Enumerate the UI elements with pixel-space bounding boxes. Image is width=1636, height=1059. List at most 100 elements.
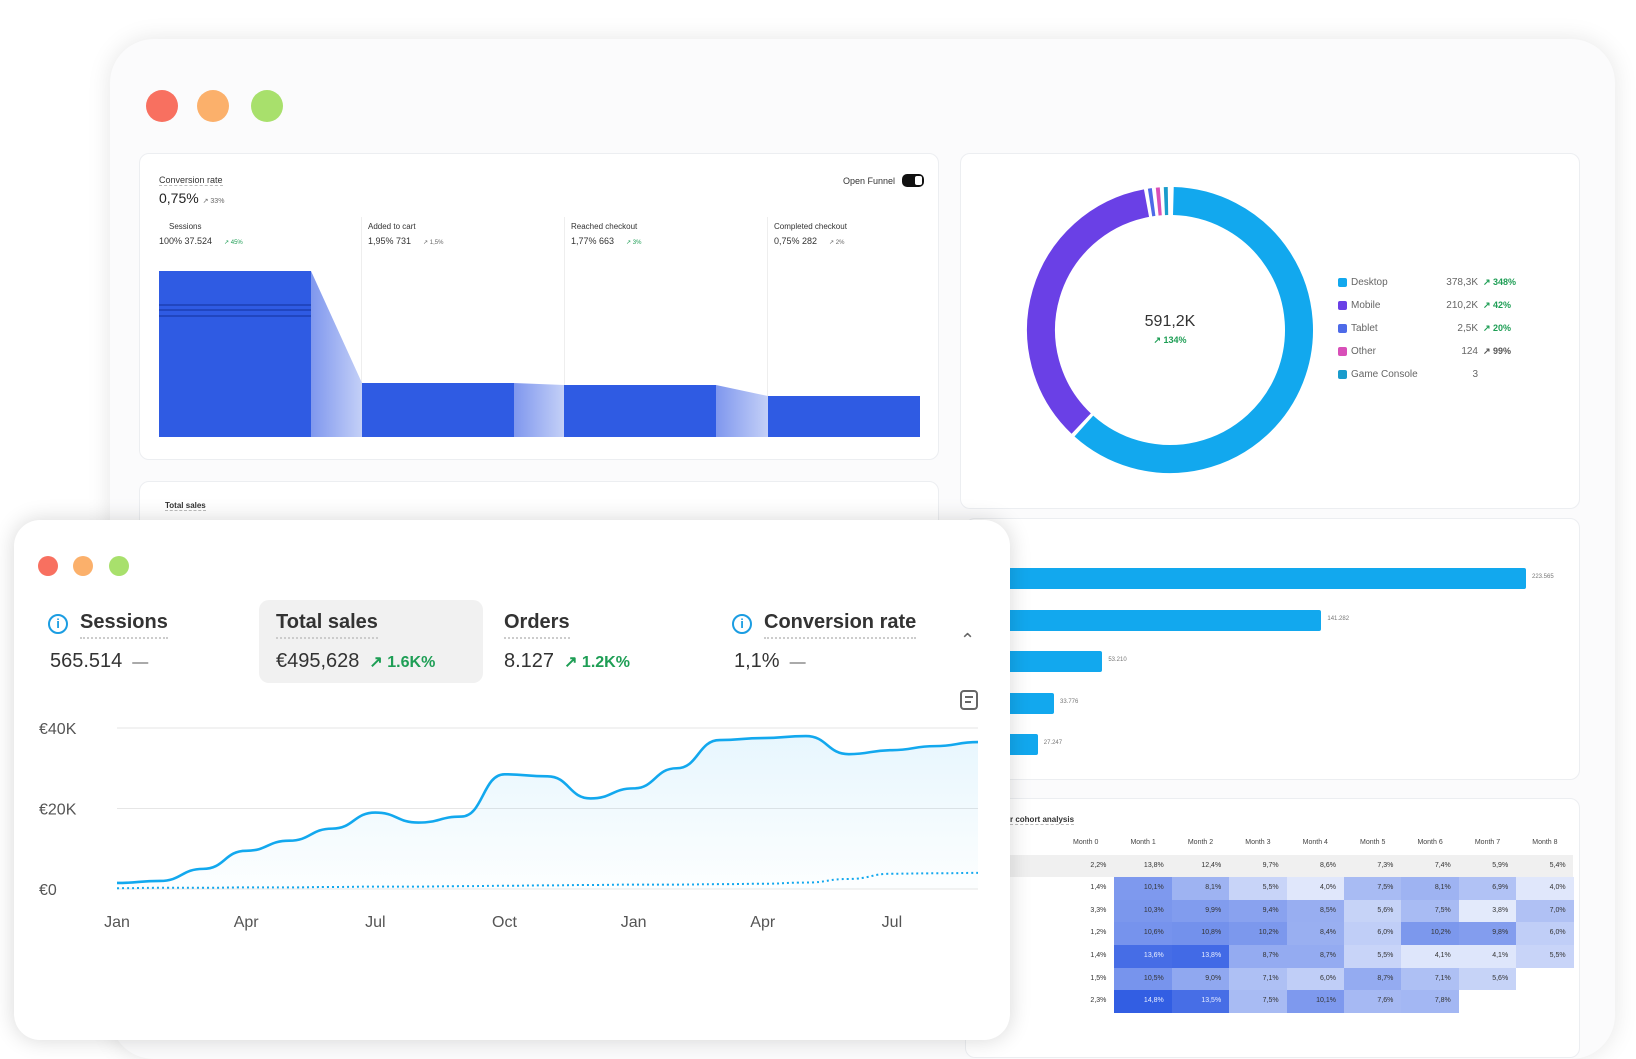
donut-slice-tablet[interactable] xyxy=(1150,202,1154,203)
cohort-cell: 13,8% xyxy=(1114,855,1171,878)
info-icon[interactable]: i xyxy=(48,614,68,634)
legend-label: Desktop xyxy=(1351,277,1388,288)
donut-total: 591,2K xyxy=(1110,313,1230,331)
cohort-cell: 8,1% xyxy=(1172,877,1229,900)
cohort-cell: 13,6% xyxy=(1114,945,1171,968)
cohort-column-header: Month 8 xyxy=(1516,839,1573,846)
cohort-cell: 3,3% xyxy=(1057,900,1114,923)
collapse-chevron-icon[interactable]: ⌃ xyxy=(960,630,975,651)
legend-swatch xyxy=(1338,278,1347,287)
cohort-cell: 5,5% xyxy=(1516,945,1573,968)
cohort-cell: 1,2% xyxy=(1057,922,1114,945)
metric-change: — xyxy=(132,654,148,671)
cohort-cell: 1,4% xyxy=(1057,877,1114,900)
metric-value-row: 8.127↗ 1.2K% xyxy=(504,650,630,673)
donut-total-change: ↗ 134% xyxy=(1110,335,1230,346)
x-tick-label: Jul xyxy=(365,914,385,931)
metric-label[interactable]: Sessions xyxy=(80,611,168,639)
metric-label[interactable]: Total sales xyxy=(276,611,378,639)
cohort-cell: 7,4% xyxy=(1401,855,1458,878)
metric-change: ↗ 1.2K% xyxy=(564,654,630,671)
cohort-cell: 10,3% xyxy=(1114,900,1171,923)
front-maximize-button[interactable] xyxy=(109,556,129,576)
cohort-cell: 5,5% xyxy=(1229,877,1286,900)
cohort-cell: 10,1% xyxy=(1114,877,1171,900)
x-tick-label: Oct xyxy=(492,914,517,931)
funnel-chart xyxy=(0,0,960,460)
legend-value: 2,5K xyxy=(1457,323,1478,334)
cohort-column-header: Month 1 xyxy=(1114,839,1171,846)
cohort-cell: 7,1% xyxy=(1401,968,1458,991)
funnel-bar xyxy=(564,385,716,437)
funnel-connector xyxy=(716,385,768,437)
metric-value: €495,628 xyxy=(276,650,359,672)
cohort-cell: 8,5% xyxy=(1287,900,1344,923)
cohort-cell: 6,0% xyxy=(1344,922,1401,945)
cohort-cell: 6,9% xyxy=(1459,877,1516,900)
funnel-connector xyxy=(514,383,564,437)
cohort-cell: 7,6% xyxy=(1344,990,1401,1013)
legend-change: ↗ 20% xyxy=(1483,323,1511,334)
funnel-bar xyxy=(159,271,311,437)
legend-value: 3 xyxy=(1472,369,1478,380)
metric-label[interactable]: Conversion rate xyxy=(764,611,916,639)
x-tick-label: Apr xyxy=(234,914,260,931)
legend-label: Other xyxy=(1351,346,1376,357)
country-bar-label: 141.282 xyxy=(1327,616,1349,622)
country-bar-label: 53.210 xyxy=(1108,657,1126,663)
metric-value-row: €495,628 ↗ 1.6K% xyxy=(276,650,435,673)
metric-value: 565.514 xyxy=(50,650,122,672)
country-bar-label: 223.565 xyxy=(1532,574,1554,580)
legend-value: 124 xyxy=(1461,346,1478,357)
info-icon[interactable]: i xyxy=(732,614,752,634)
country-bar[interactable] xyxy=(970,610,1321,631)
cohort-cell: 1,5% xyxy=(1057,968,1114,991)
cohort-cell: 7,3% xyxy=(1344,855,1401,878)
cohort-cell: 7,5% xyxy=(1401,900,1458,923)
cohort-cell: 4,1% xyxy=(1459,945,1516,968)
metric-change: — xyxy=(790,654,806,671)
cohort-cell: 4,1% xyxy=(1401,945,1458,968)
cohort-cell: 8,6% xyxy=(1287,855,1344,878)
cohort-cell: 10,2% xyxy=(1229,922,1286,945)
metric-value: 1,1% xyxy=(734,650,780,672)
cohort-cell: 10,6% xyxy=(1114,922,1171,945)
cohort-cell: 9,9% xyxy=(1172,900,1229,923)
legend-swatch xyxy=(1338,370,1347,379)
cohort-cell: 10,1% xyxy=(1287,990,1344,1013)
front-minimize-button[interactable] xyxy=(73,556,93,576)
legend-swatch xyxy=(1338,324,1347,333)
cohort-cell: 14,8% xyxy=(1114,990,1171,1013)
legend-label: Tablet xyxy=(1351,323,1378,334)
cohort-column-header: Month 4 xyxy=(1287,839,1344,846)
metric-value-row: 565.514 — xyxy=(50,650,148,673)
cohort-cell: 6,0% xyxy=(1287,968,1344,991)
cohort-cell: 7,8% xyxy=(1401,990,1458,1013)
country-bar[interactable] xyxy=(970,568,1526,589)
y-tick-label: €20K xyxy=(39,802,77,819)
cohort-column-header: Month 5 xyxy=(1344,839,1401,846)
metric-label[interactable]: Orders xyxy=(504,611,570,639)
sales-area xyxy=(117,736,978,889)
legend-change: ↗ 348% xyxy=(1483,277,1516,288)
metric-value-row: 1,1% — xyxy=(734,650,806,673)
cohort-cell: 9,0% xyxy=(1172,968,1229,991)
cohort-cell: 7,0% xyxy=(1516,900,1573,923)
cohort-cell: 5,5% xyxy=(1344,945,1401,968)
cohort-cell: 10,2% xyxy=(1401,922,1458,945)
cohort-cell: 13,5% xyxy=(1172,990,1229,1013)
cohort-cell: 2,3% xyxy=(1057,990,1114,1013)
cohort-cell: 5,6% xyxy=(1459,968,1516,991)
cohort-cell: 8,7% xyxy=(1344,968,1401,991)
front-close-button[interactable] xyxy=(38,556,58,576)
cohort-cell: 9,4% xyxy=(1229,900,1286,923)
funnel-bar xyxy=(768,396,920,437)
cohort-cell: 8,7% xyxy=(1287,945,1344,968)
x-tick-label: Jan xyxy=(104,914,130,931)
y-tick-label: €0 xyxy=(39,882,57,899)
cohort-cell: 6,0% xyxy=(1516,922,1573,945)
country-bar-label: 27.247 xyxy=(1044,740,1062,746)
metric-change: ↗ 1.6K% xyxy=(369,654,435,671)
cohort-cell: 5,6% xyxy=(1344,900,1401,923)
cohort-cell: 8,1% xyxy=(1401,877,1458,900)
